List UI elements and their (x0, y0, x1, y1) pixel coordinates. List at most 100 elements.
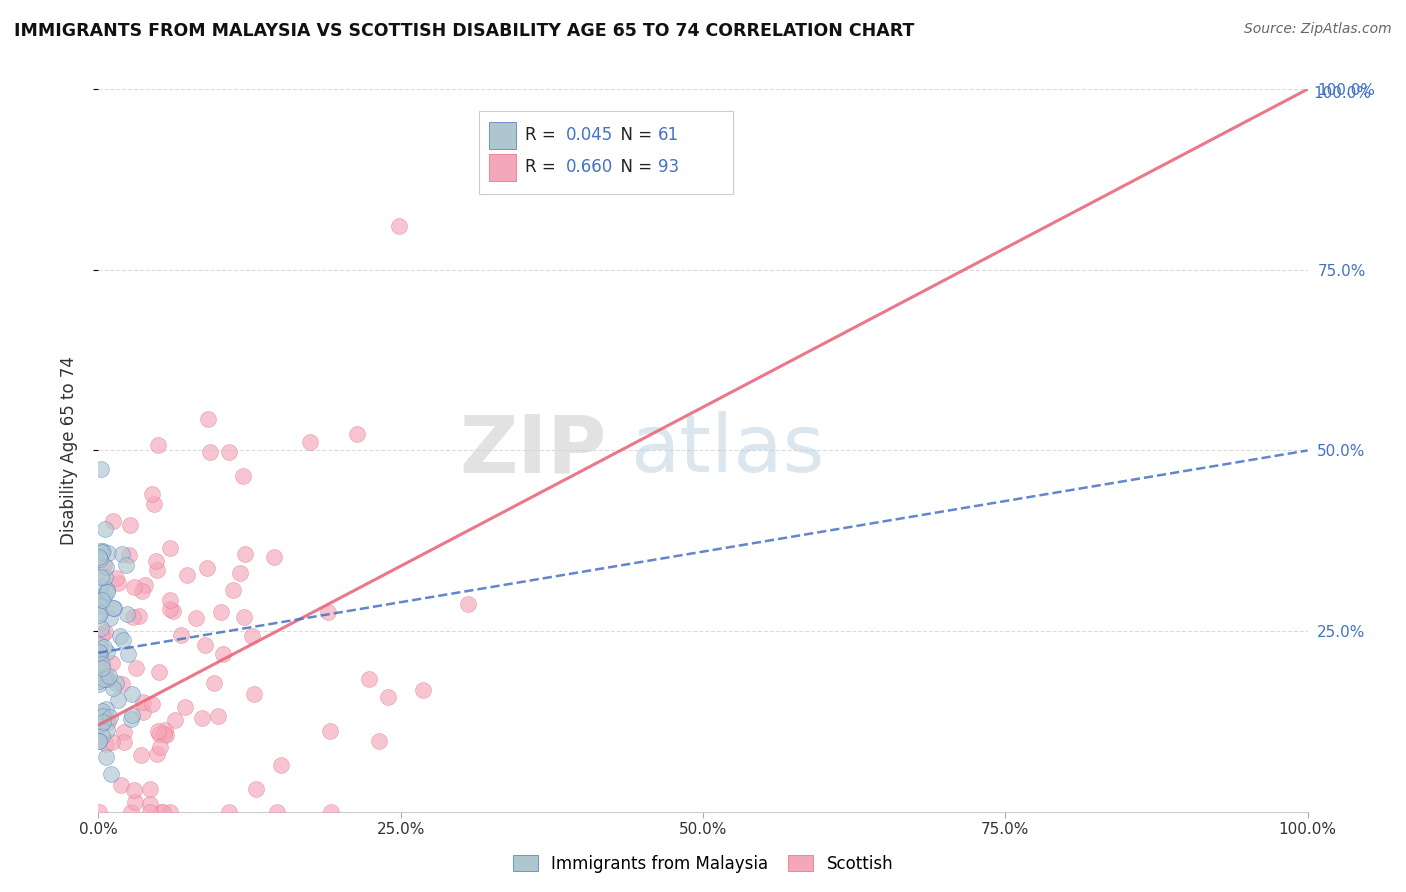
Point (96, 672, 118, 686)
Point (112, 735, 135, 749)
Point (141, 486, 163, 500)
Point (145, 747, 167, 761)
Point (93, 672, 115, 686)
Point (91, 714, 114, 729)
Point (263, 549, 285, 564)
Point (388, 219, 411, 234)
Text: N =: N = (610, 158, 657, 177)
Point (233, 610, 256, 624)
Point (111, 547, 134, 561)
Point (316, 605, 339, 619)
Point (131, 583, 153, 598)
Point (266, 805, 288, 819)
Point (128, 609, 150, 624)
Point (155, 728, 177, 742)
Point (107, 693, 129, 707)
Point (89, 639, 111, 653)
Point (145, 564, 167, 578)
Point (195, 560, 218, 574)
Point (87, 665, 110, 679)
Point (100, 766, 122, 780)
Point (87, 677, 110, 691)
Text: N =: N = (610, 127, 657, 145)
Point (89, 552, 111, 566)
Point (110, 778, 132, 792)
Point (125, 661, 148, 675)
Point (346, 427, 368, 442)
Point (134, 578, 156, 592)
Point (122, 610, 145, 624)
Point (122, 580, 145, 594)
Point (457, 597, 479, 611)
Point (218, 805, 240, 819)
Point (198, 445, 221, 459)
Point (104, 571, 127, 585)
Point (139, 781, 162, 796)
Point (184, 611, 207, 625)
Point (132, 695, 155, 709)
Point (209, 605, 232, 619)
Point (121, 708, 143, 723)
Point (159, 541, 181, 556)
Point (94, 702, 117, 716)
Point (155, 723, 177, 737)
Text: Source: ZipAtlas.com: Source: ZipAtlas.com (1244, 22, 1392, 37)
Point (368, 734, 391, 748)
Y-axis label: Disability Age 65 to 74: Disability Age 65 to 74 (59, 356, 77, 545)
Point (98, 611, 121, 625)
Point (124, 795, 146, 809)
Text: IMMIGRANTS FROM MALAYSIA VS SCOTTISH DISABILITY AGE 65 TO 74 CORRELATION CHART: IMMIGRANTS FROM MALAYSIA VS SCOTTISH DIS… (14, 22, 914, 40)
Point (207, 708, 229, 723)
Point (159, 602, 181, 616)
Text: R =: R = (526, 127, 561, 145)
Point (232, 469, 254, 483)
Point (89, 733, 111, 747)
Point (89, 591, 111, 605)
Text: 100.0%: 100.0% (1313, 87, 1371, 101)
Point (218, 445, 240, 459)
Point (117, 647, 139, 661)
Text: atlas: atlas (630, 411, 825, 490)
Point (94, 737, 117, 751)
Point (377, 690, 399, 704)
Point (90, 729, 112, 743)
Point (87, 550, 110, 565)
Point (197, 411, 219, 425)
Point (108, 629, 131, 643)
Point (98, 709, 121, 723)
Point (101, 734, 124, 748)
Point (94, 749, 117, 764)
Point (211, 647, 233, 661)
Bar (489, 153, 516, 181)
Point (96, 582, 118, 597)
Text: ZIP: ZIP (458, 411, 606, 490)
Point (112, 725, 135, 739)
Point (114, 558, 136, 572)
Bar (479, 111, 734, 194)
Point (94, 570, 117, 584)
Point (169, 628, 191, 642)
Point (91, 544, 114, 558)
Point (93, 590, 115, 604)
Point (91, 661, 114, 675)
Point (122, 782, 145, 797)
Point (132, 705, 155, 719)
Point (174, 699, 197, 714)
Point (96, 584, 118, 599)
Point (143, 497, 166, 511)
Point (87, 805, 110, 819)
Point (148, 665, 170, 680)
Legend: Immigrants from Malaysia, Scottish: Immigrants from Malaysia, Scottish (506, 848, 900, 880)
Point (90, 704, 112, 718)
Point (94, 625, 117, 640)
Point (149, 740, 172, 755)
Point (104, 676, 127, 690)
Point (146, 438, 169, 452)
Point (91, 709, 114, 723)
Point (240, 629, 263, 643)
Text: 0.660: 0.660 (567, 158, 613, 177)
Point (245, 782, 267, 797)
Point (91, 628, 114, 642)
Point (90, 657, 112, 672)
Point (159, 593, 181, 607)
